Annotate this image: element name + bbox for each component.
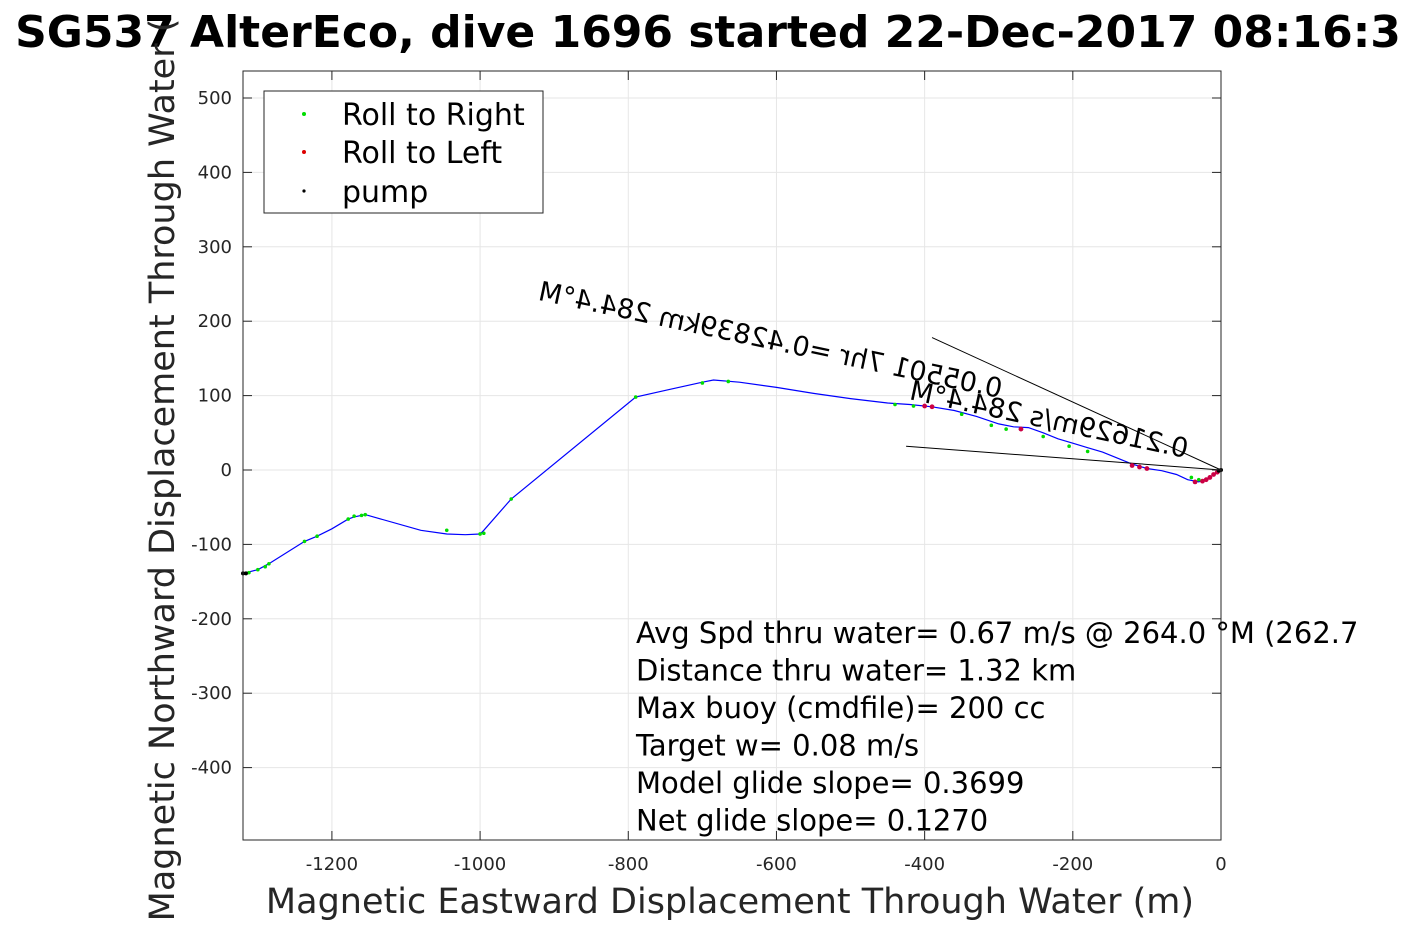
legend-marker-roll-right <box>302 112 306 116</box>
roll-right-point-5 <box>302 539 307 544</box>
axes-box <box>242 70 1222 841</box>
roll-right-point-23 <box>1041 434 1045 439</box>
roll-left-point-8 <box>1129 463 1135 468</box>
ticks: -1200 -1000 -800 -600 -400 -200 05004003002001… <box>191 71 1227 875</box>
roll-right-point-25 <box>1085 449 1090 454</box>
x-tick-label-3: -600 <box>756 854 797 875</box>
roll-left-point-6 <box>1144 466 1150 471</box>
roll-left-point-3 <box>1203 477 1209 483</box>
y-tick-label-2: 300 <box>198 237 232 258</box>
annotation-block: Avg Spd thru water= 0.67 m/s @ 264.0 °M … <box>635 616 1358 838</box>
roll-right-point-24 <box>1067 444 1071 448</box>
roll-right-point-26 <box>1189 475 1194 480</box>
y-tick-label-1: 400 <box>198 162 232 183</box>
x-tick-label-4: -400 <box>904 854 945 875</box>
roll-left-point-4 <box>1200 478 1205 484</box>
x-tick-label-2: -800 <box>608 854 649 875</box>
legend-marker-roll-left <box>302 150 306 154</box>
legend-label-roll-left: Roll to Left <box>342 136 502 171</box>
roll-right-point-13 <box>481 531 486 536</box>
y-tick-label-6: -100 <box>191 534 232 555</box>
annotation-line-2: Distance thru water= 1.32 km <box>636 654 1076 688</box>
legend-label-pump: pump <box>342 175 428 210</box>
roll-right-point-8 <box>352 514 356 518</box>
pump-point-3 <box>243 571 248 576</box>
roll-right-point-10 <box>363 512 368 517</box>
roll-left-point-10 <box>929 404 935 410</box>
roll-right-point-4 <box>267 561 271 566</box>
roll-left-point-1 <box>1211 472 1216 477</box>
y-tick-label-7: -200 <box>191 609 232 630</box>
pump-point-1 <box>1216 468 1221 473</box>
roll-left-point-7 <box>1137 464 1142 470</box>
y-tick-label-9: -400 <box>191 758 232 779</box>
roll-right-point-19 <box>911 404 916 408</box>
roll-right-point-15 <box>633 395 638 399</box>
heading-line-1 <box>906 445 1222 471</box>
roll-right-point-18 <box>893 402 897 407</box>
roll-right-point-12 <box>478 532 482 536</box>
y-tick-label-3: 200 <box>198 311 232 332</box>
annotation-line-3: Max buoy (cmdfile)= 200 cc <box>636 691 1045 725</box>
roll-right-point-14 <box>509 497 514 501</box>
y-axis-label: Magnetic Northward Displacement Through … <box>143 19 183 922</box>
roll-right-point-6 <box>315 534 319 539</box>
roll-right-point-27 <box>1196 477 1201 482</box>
annotation-line-4: Target w= 0.08 m/s <box>635 729 919 763</box>
roll-right-point-9 <box>359 513 364 518</box>
x-tick-label-0: -1200 <box>306 854 358 875</box>
roll-right-point-2 <box>256 567 260 572</box>
annotation-line-1: Avg Spd thru water= 0.67 m/s @ 264.0 °M … <box>636 616 1358 650</box>
roll-left-point-2 <box>1207 475 1213 480</box>
heading-lines <box>906 337 1222 471</box>
legend-marker-pump <box>302 189 306 193</box>
roll-left-point-9 <box>1018 426 1024 432</box>
roll-right-point-1 <box>247 570 251 575</box>
x-axis-label: Magnetic Eastward Displacement Through W… <box>266 882 1194 922</box>
y-tick-label-0: 500 <box>198 88 232 109</box>
roll-left-point-11 <box>922 403 928 409</box>
roll-right-point-7 <box>346 517 351 521</box>
legend-box <box>263 90 544 214</box>
roll-right-point-16 <box>700 381 705 385</box>
roll-right-point-17 <box>726 379 731 384</box>
annotation-line-5: Model glide slope= 0.3699 <box>636 766 1024 800</box>
x-tick-label-5: -200 <box>1052 854 1093 875</box>
y-tick-label-5: 0 <box>221 460 232 481</box>
annotation-line-6: Net glide slope= 0.1270 <box>636 804 988 838</box>
roll-right-point-20 <box>959 412 964 417</box>
y-tick-label-4: 100 <box>198 386 232 407</box>
chart-title: SG537 AlterEco, dive 1696 started 22-Dec… <box>15 7 1401 58</box>
roll-right-point-21 <box>989 423 994 428</box>
x-tick-label-1: -1000 <box>454 854 506 875</box>
roll-right-point-11 <box>444 528 449 533</box>
heading-line-0 <box>931 337 1222 471</box>
roll-right-point-22 <box>1004 427 1008 431</box>
legend-label-roll-right: Roll to Right <box>342 98 525 133</box>
roll-left-point-5 <box>1192 479 1198 485</box>
legend: Roll to Right Roll to Left pump <box>263 90 544 214</box>
roll-right-point-3 <box>263 564 268 569</box>
x-tick-label-6: 0 <box>1215 854 1226 875</box>
y-tick-label-8: -300 <box>191 683 232 704</box>
